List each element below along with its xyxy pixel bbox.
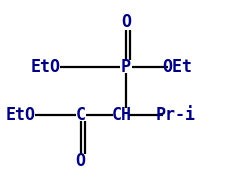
Text: Pr-i: Pr-i	[156, 106, 196, 124]
Text: O: O	[121, 13, 131, 31]
Text: EtO: EtO	[30, 58, 60, 76]
Text: C: C	[76, 106, 86, 124]
Text: O: O	[76, 152, 86, 170]
Text: P: P	[121, 58, 131, 76]
Text: CH: CH	[111, 106, 131, 124]
Text: OEt: OEt	[162, 58, 192, 76]
Text: EtO: EtO	[5, 106, 35, 124]
